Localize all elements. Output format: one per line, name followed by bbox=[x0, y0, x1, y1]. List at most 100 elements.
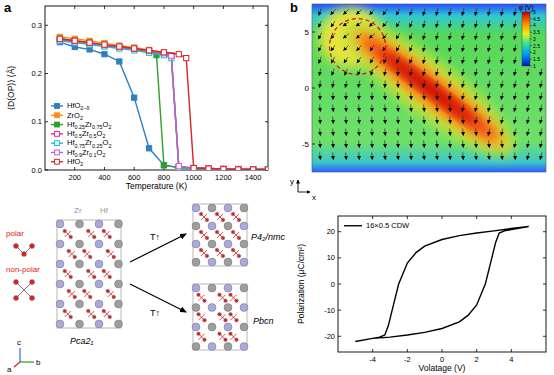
figure: ab2004006008001000120014000.00.10.20.3Te… bbox=[0, 0, 554, 375]
field-arrow bbox=[514, 45, 516, 52]
field-arrow bbox=[397, 117, 399, 124]
data-point bbox=[265, 167, 268, 170]
field-arrow bbox=[423, 93, 425, 100]
field-arrow bbox=[436, 9, 438, 16]
y-tick bbox=[543, 310, 546, 311]
field-arrow bbox=[462, 69, 464, 76]
cation bbox=[224, 258, 232, 266]
oxygen bbox=[82, 249, 86, 253]
data-point bbox=[87, 41, 92, 46]
cation bbox=[115, 280, 123, 288]
data-point bbox=[206, 166, 211, 170]
field-arrow bbox=[344, 45, 349, 50]
legend-marker bbox=[55, 122, 60, 127]
oxygen bbox=[14, 244, 19, 249]
data-point bbox=[191, 166, 196, 170]
axis-letter: y bbox=[290, 177, 294, 186]
field-arrow bbox=[319, 81, 321, 88]
cation bbox=[224, 204, 232, 212]
axis-line bbox=[20, 361, 34, 362]
data-point bbox=[221, 166, 226, 170]
cation bbox=[115, 260, 123, 268]
field-arrow bbox=[384, 57, 386, 64]
oxygen bbox=[197, 312, 201, 316]
field-arrow bbox=[488, 117, 490, 124]
data-point bbox=[265, 167, 268, 170]
axis-letter: c bbox=[17, 338, 21, 347]
data-point bbox=[72, 38, 77, 43]
field-arrow bbox=[332, 93, 333, 100]
data-point bbox=[221, 166, 226, 170]
field-arrow bbox=[449, 129, 451, 136]
oxygen bbox=[108, 275, 112, 279]
field-arrow bbox=[343, 34, 348, 39]
cation bbox=[76, 260, 84, 268]
field-arrow bbox=[423, 57, 425, 64]
transition-label: T↑ bbox=[150, 308, 160, 318]
colorbar-label: 3.5 bbox=[533, 29, 540, 35]
data-point bbox=[265, 167, 268, 170]
oxygen bbox=[63, 309, 67, 313]
y-tick-label: 0.3 bbox=[32, 21, 42, 30]
field-arrow bbox=[449, 117, 451, 124]
data-point bbox=[146, 48, 151, 53]
motif-label: non-polar bbox=[6, 265, 40, 274]
x-tick-label: 200 bbox=[68, 173, 81, 182]
x-tick bbox=[407, 349, 408, 352]
series-line bbox=[60, 39, 268, 170]
field-arrow bbox=[436, 45, 438, 52]
oxygen bbox=[215, 230, 219, 234]
cation bbox=[208, 258, 216, 266]
oxygen bbox=[231, 248, 235, 252]
field-arrow bbox=[436, 129, 438, 136]
oxygen bbox=[106, 249, 110, 253]
data-point bbox=[251, 167, 256, 170]
cation bbox=[192, 240, 200, 248]
panel-label: a bbox=[4, 0, 12, 15]
data-point bbox=[265, 167, 268, 170]
text-run: 2 bbox=[102, 152, 105, 158]
cation bbox=[224, 323, 232, 331]
data-point bbox=[191, 166, 196, 170]
oxygen bbox=[86, 309, 90, 313]
data-point bbox=[117, 44, 122, 49]
legend-marker bbox=[55, 131, 60, 136]
axis-letter: b bbox=[36, 358, 41, 367]
data-point bbox=[251, 167, 256, 170]
field-arrow bbox=[356, 10, 361, 15]
field-arrow bbox=[475, 93, 477, 100]
oxygen bbox=[67, 249, 71, 253]
field-arrow bbox=[319, 21, 322, 27]
colorbar-label: 5 bbox=[533, 9, 536, 15]
field-arrow bbox=[397, 81, 398, 88]
cation bbox=[240, 222, 248, 230]
x-tick-label: -4 bbox=[369, 355, 376, 364]
field-arrow bbox=[514, 105, 516, 112]
field-arrow bbox=[436, 81, 438, 88]
text-run: 0.5 bbox=[75, 133, 83, 139]
data-point bbox=[102, 43, 107, 48]
data-point bbox=[176, 165, 181, 170]
field-arrow bbox=[449, 21, 451, 28]
oxygen bbox=[73, 255, 77, 259]
field-arrow bbox=[319, 141, 321, 148]
text-run: 2 bbox=[80, 115, 83, 121]
axis-letter: a bbox=[7, 365, 12, 374]
data-point bbox=[191, 165, 196, 170]
data-point bbox=[265, 167, 268, 170]
data-point bbox=[176, 164, 181, 169]
field-arrow bbox=[319, 105, 321, 112]
data-point bbox=[221, 166, 226, 170]
field-arrow bbox=[540, 129, 542, 136]
axis-letter: x bbox=[312, 193, 316, 202]
oxygen bbox=[102, 269, 106, 273]
field-map: 50-511.522.533.544.55φ (V)yx bbox=[290, 2, 546, 202]
field-arrow bbox=[488, 93, 490, 100]
field-arrow bbox=[384, 93, 385, 100]
y-tick-label: 5 bbox=[305, 28, 310, 37]
field-arrow bbox=[358, 105, 360, 112]
cation bbox=[95, 260, 103, 268]
field-arrow bbox=[501, 69, 503, 76]
data-point bbox=[146, 146, 151, 151]
oxygen bbox=[218, 332, 222, 336]
